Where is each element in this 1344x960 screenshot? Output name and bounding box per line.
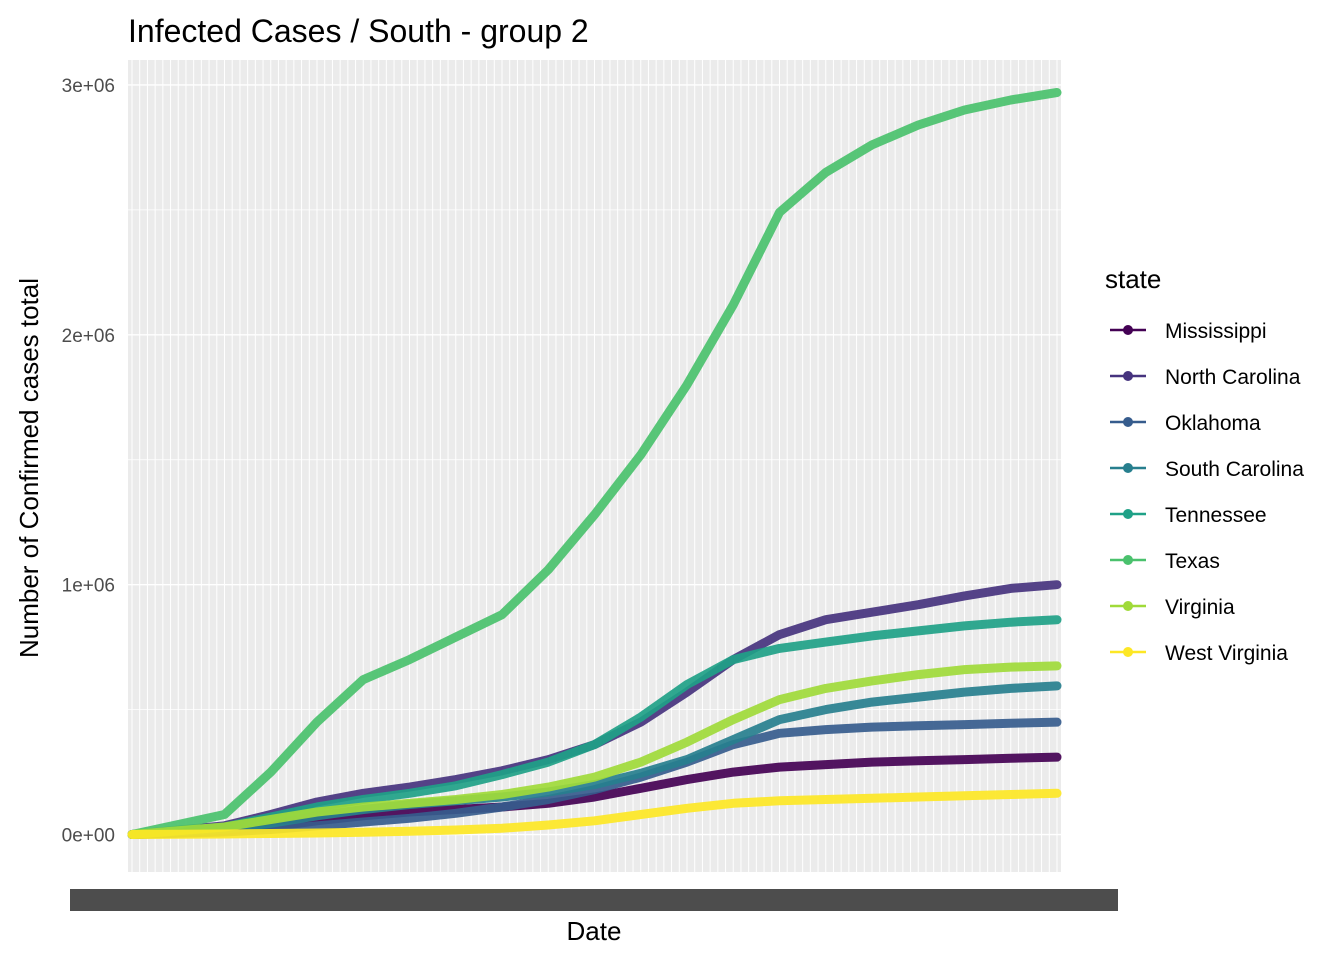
legend-label: Oklahoma: [1165, 412, 1261, 435]
grid-lines: [128, 60, 1061, 872]
legend: Mississippi North Carolina Oklahoma South C…: [1110, 320, 1304, 665]
legend-key-point: [1123, 601, 1133, 611]
legend-key-point: [1123, 417, 1133, 427]
legend-key-point: [1123, 371, 1133, 381]
y-tick-label: 0e+00: [62, 826, 115, 847]
y-tick-label: 3e+06: [62, 76, 115, 97]
legend-label: Texas: [1165, 550, 1220, 573]
legend-key-point: [1123, 509, 1133, 519]
y-tick-label: 2e+06: [62, 326, 115, 347]
legend-key-point: [1123, 647, 1133, 657]
x-axis-label: Date: [567, 916, 622, 946]
series-line: [127, 788, 1062, 839]
legend-label: Mississippi: [1165, 320, 1267, 343]
legend-label: North Carolina: [1165, 366, 1301, 389]
series-lines: [127, 88, 1062, 839]
series-line: [127, 752, 1062, 839]
legend-label: South Carolina: [1165, 458, 1304, 481]
legend-key-point: [1123, 555, 1133, 565]
y-axis-ticks: 0e+00 1e+06 2e+06 3e+06: [62, 76, 115, 847]
y-axis-label: Number of Confirmed cases total: [14, 278, 44, 658]
legend-key-point: [1123, 325, 1133, 335]
legend-title: state: [1105, 264, 1161, 294]
series-line: [127, 88, 1062, 839]
series-line: [127, 615, 1062, 839]
x-axis-ticks: [70, 889, 1118, 911]
x-tick-labels-overplotted: [70, 889, 1118, 911]
legend-label: Tennessee: [1165, 504, 1267, 527]
legend-label: West Virginia: [1165, 642, 1288, 665]
chart-title: Infected Cases / South - group 2: [128, 13, 589, 49]
series-line: [127, 661, 1062, 839]
legend-label: Virginia: [1165, 596, 1235, 619]
y-tick-label: 1e+06: [62, 576, 115, 597]
legend-key-point: [1123, 463, 1133, 473]
